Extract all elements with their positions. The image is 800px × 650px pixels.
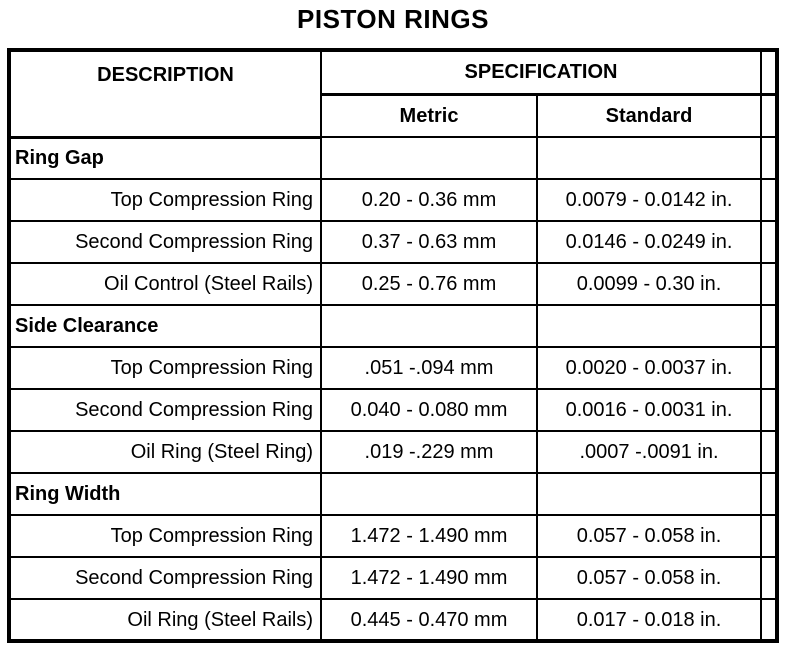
column-header-specification: SPECIFICATION: [320, 49, 762, 96]
table-row: Second Compression Ring 0.37 - 0.63 mm 0…: [8, 220, 778, 264]
table-row: Oil Ring (Steel Rails) 0.445 - 0.470 mm …: [8, 598, 778, 642]
table-row: Second Compression Ring 0.040 - 0.080 mm…: [8, 388, 778, 432]
standard-value: 0.057 - 0.058 in.: [536, 514, 762, 558]
row-description: Oil Control (Steel Rails): [8, 262, 322, 306]
spacer-cell: [760, 178, 778, 222]
piston-rings-spec-table: DESCRIPTION SPECIFICATION Metric Standar…: [7, 48, 779, 643]
row-description: Top Compression Ring: [8, 346, 322, 390]
metric-value: 0.37 - 0.63 mm: [320, 220, 538, 264]
standard-value: 0.017 - 0.018 in.: [536, 598, 762, 642]
table-row: Oil Ring (Steel Ring) .019 -.229 mm .000…: [8, 430, 778, 474]
standard-value: 0.0016 - 0.0031 in.: [536, 388, 762, 432]
row-description: Second Compression Ring: [8, 556, 322, 600]
spacer-cell: [760, 304, 778, 348]
standard-value: 0.0020 - 0.0037 in.: [536, 346, 762, 390]
standard-value: [536, 472, 762, 516]
standard-value: .0007 -.0091 in.: [536, 430, 762, 474]
header-row-2: Metric Standard: [9, 93, 778, 138]
column-header-description: DESCRIPTION: [8, 49, 322, 139]
column-header-metric: Metric: [320, 93, 538, 138]
spacer-cell: [760, 472, 778, 516]
spacer-cell: [760, 388, 778, 432]
spacer-cell: [760, 220, 778, 264]
section-row-ring-gap: Ring Gap: [8, 136, 778, 180]
metric-value: [320, 136, 538, 180]
spacer-cell: [760, 598, 778, 642]
row-description: Top Compression Ring: [8, 178, 322, 222]
metric-value: 1.472 - 1.490 mm: [320, 556, 538, 600]
standard-value: 0.0146 - 0.0249 in.: [536, 220, 762, 264]
header-row-1: DESCRIPTION SPECIFICATION: [8, 49, 778, 139]
metric-value: .051 -.094 mm: [320, 346, 538, 390]
row-description: Oil Ring (Steel Ring): [8, 430, 322, 474]
standard-value: [536, 304, 762, 348]
spacer-cell: [760, 556, 778, 600]
table-row: Top Compression Ring .051 -.094 mm 0.002…: [8, 346, 778, 390]
row-description: Top Compression Ring: [8, 514, 322, 558]
metric-value: 0.445 - 0.470 mm: [320, 598, 538, 642]
metric-value: 1.472 - 1.490 mm: [320, 514, 538, 558]
metric-value: [320, 472, 538, 516]
table-row: Oil Control (Steel Rails) 0.25 - 0.76 mm…: [8, 262, 778, 306]
standard-value: 0.057 - 0.058 in.: [536, 556, 762, 600]
metric-value: 0.040 - 0.080 mm: [320, 388, 538, 432]
page-title: PISTON RINGS: [297, 4, 489, 34]
table-row: Top Compression Ring 0.20 - 0.36 mm 0.00…: [8, 178, 778, 222]
spacer-cell: [760, 514, 778, 558]
section-row-side-clearance: Side Clearance: [8, 304, 778, 348]
metric-value: 0.20 - 0.36 mm: [320, 178, 538, 222]
spacer-cell: [760, 136, 778, 180]
table-row: Second Compression Ring 1.472 - 1.490 mm…: [8, 556, 778, 600]
spacer-cell: [760, 346, 778, 390]
section-label: Side Clearance: [8, 304, 322, 348]
section-label: Ring Gap: [8, 136, 322, 180]
spacer-cell: [760, 430, 778, 474]
metric-value: 0.25 - 0.76 mm: [320, 262, 538, 306]
standard-value: 0.0079 - 0.0142 in.: [536, 178, 762, 222]
section-row-ring-width: Ring Width: [8, 472, 778, 516]
spacer-cell: [760, 262, 778, 306]
standard-value: 0.0099 - 0.30 in.: [536, 262, 762, 306]
row-description: Second Compression Ring: [8, 220, 322, 264]
row-description: Oil Ring (Steel Rails): [8, 598, 322, 642]
column-header-standard: Standard: [536, 93, 762, 138]
table-row: Top Compression Ring 1.472 - 1.490 mm 0.…: [8, 514, 778, 558]
metric-value: [320, 304, 538, 348]
standard-value: [536, 136, 762, 180]
row-description: Second Compression Ring: [8, 388, 322, 432]
spacer-cell: [760, 93, 778, 138]
spacer-cell: [760, 49, 778, 96]
section-label: Ring Width: [8, 472, 322, 516]
metric-value: .019 -.229 mm: [320, 430, 538, 474]
